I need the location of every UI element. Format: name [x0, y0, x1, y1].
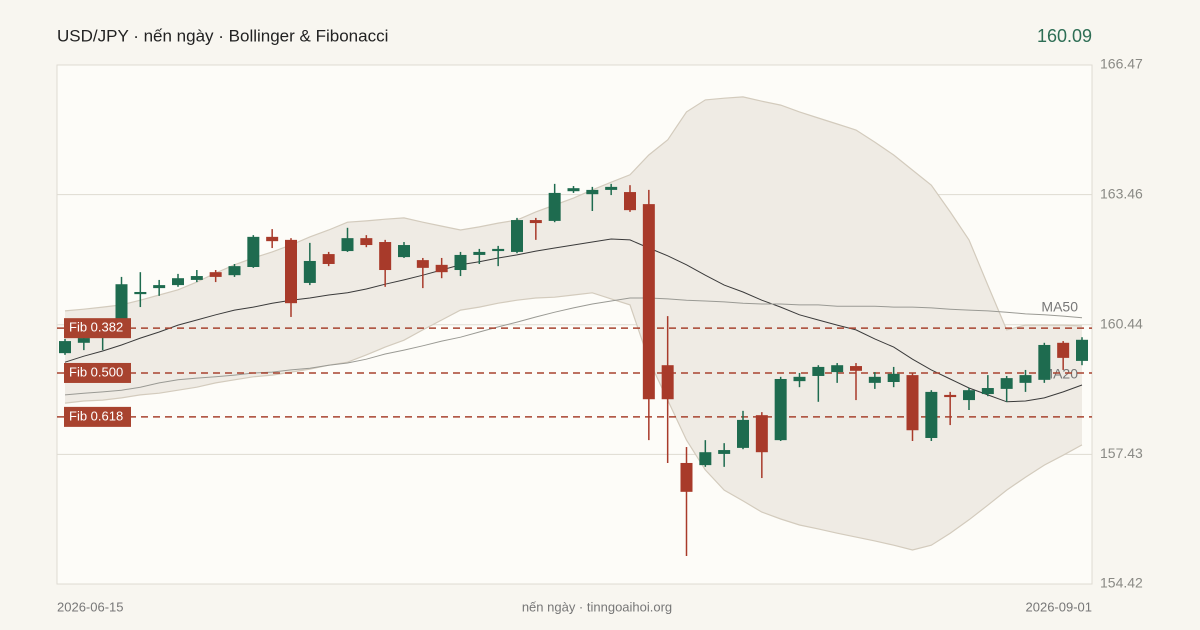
candle-body: [511, 220, 523, 252]
candle-body: [435, 264, 448, 273]
candle-body: [209, 272, 222, 277]
candle-body: [473, 251, 486, 255]
x-tick-label: 2026-06-15: [57, 599, 124, 614]
candle-body: [134, 291, 147, 295]
chart-title: USD/JPY · nến ngày · Bollinger & Fibonac…: [57, 26, 388, 45]
fib-label-bg: [64, 362, 131, 383]
candle-body: [605, 186, 618, 190]
candle-body: [963, 390, 975, 401]
candle-body: [812, 366, 825, 376]
candle-body: [755, 415, 768, 453]
candle-body: [661, 365, 674, 400]
candle-body: [492, 248, 505, 252]
candle-body: [868, 376, 881, 383]
candle-body: [680, 462, 693, 492]
candle-body: [398, 245, 410, 258]
candle-body: [153, 285, 166, 289]
candle-body: [77, 338, 90, 343]
candle-body: [1038, 344, 1051, 380]
candle-body: [529, 220, 542, 224]
candle-body: [850, 366, 862, 371]
candle-body: [699, 452, 712, 466]
candle-body: [1000, 378, 1013, 389]
candle-body: [567, 188, 580, 192]
candle-body: [266, 236, 279, 242]
candle-body: [925, 391, 938, 438]
ma-label: MA50: [1041, 299, 1078, 315]
fib-label-bg: [64, 318, 131, 339]
candle-body: [1057, 342, 1070, 358]
y-tick-label: 163.46: [1100, 185, 1143, 201]
last-price: 160.09: [1037, 26, 1092, 46]
candle-body: [944, 394, 957, 398]
candle-body: [981, 388, 994, 395]
y-tick-label: 157.43: [1100, 445, 1143, 461]
ma-label: MA20: [1041, 366, 1078, 382]
candle-body: [228, 266, 241, 276]
bollinger-band: [65, 96, 1082, 551]
candle-body: [360, 238, 373, 246]
candle-body: [586, 189, 599, 195]
candle-body: [793, 376, 806, 382]
fib-label: Fib 0.500: [69, 364, 123, 379]
candle-body: [59, 341, 71, 354]
candle-body: [906, 375, 919, 431]
candle-body: [247, 236, 260, 268]
fib-label-bg: [64, 406, 131, 427]
candle-body: [303, 260, 316, 283]
candle-body: [774, 378, 787, 441]
candle-body: [322, 254, 335, 264]
candle-body: [1076, 339, 1088, 361]
bollinger-lower: [64, 292, 1083, 551]
candle-body: [172, 278, 184, 286]
candle-body: [624, 192, 636, 211]
candle-body: [454, 254, 467, 271]
y-tick-label: 154.42: [1100, 575, 1143, 591]
candle-body: [190, 276, 203, 280]
ma-line: [64, 297, 1083, 396]
fib-label: Fib 0.382: [69, 320, 123, 335]
candle-body: [416, 260, 429, 268]
candle-body: [887, 373, 900, 382]
x-tick-label: 2026-09-01: [1026, 599, 1093, 614]
candle-body: [718, 450, 731, 454]
y-tick-label: 160.44: [1100, 315, 1143, 331]
candle-body: [642, 204, 655, 400]
y-tick-label: 166.47: [1100, 56, 1143, 72]
candle-body: [341, 238, 354, 252]
candle-body: [1019, 375, 1032, 383]
candle-body: [379, 242, 392, 271]
candle-body: [548, 192, 561, 221]
fib-label: Fib 0.618: [69, 408, 123, 423]
ma-line: [64, 238, 1083, 403]
candle-body: [831, 365, 844, 373]
candle-body: [737, 419, 749, 448]
candle-body: [285, 239, 297, 304]
source: nến ngày · tinngoaihoi.org: [522, 599, 672, 614]
